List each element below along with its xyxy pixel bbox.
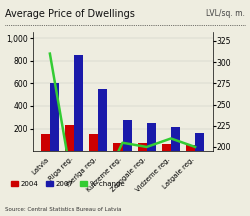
Bar bbox=[138, 143, 147, 151]
Bar bbox=[186, 145, 195, 151]
Bar bbox=[162, 145, 171, 151]
Bar bbox=[98, 89, 108, 151]
Text: Average Price of Dwellings: Average Price of Dwellings bbox=[5, 9, 135, 19]
Bar bbox=[147, 124, 156, 151]
Bar bbox=[50, 83, 59, 151]
Bar bbox=[65, 125, 74, 151]
Text: Source: Central Statistics Bureau of Latvia: Source: Central Statistics Bureau of Lat… bbox=[5, 207, 121, 212]
Legend: 2004, 2007, % change: 2004, 2007, % change bbox=[8, 178, 127, 189]
Bar bbox=[171, 127, 180, 151]
Text: LVL/sq. m.: LVL/sq. m. bbox=[206, 9, 245, 18]
Bar bbox=[89, 134, 98, 151]
Bar bbox=[195, 133, 204, 151]
Bar bbox=[41, 134, 50, 151]
Bar bbox=[113, 143, 122, 151]
Bar bbox=[122, 120, 132, 151]
Bar bbox=[74, 55, 83, 151]
